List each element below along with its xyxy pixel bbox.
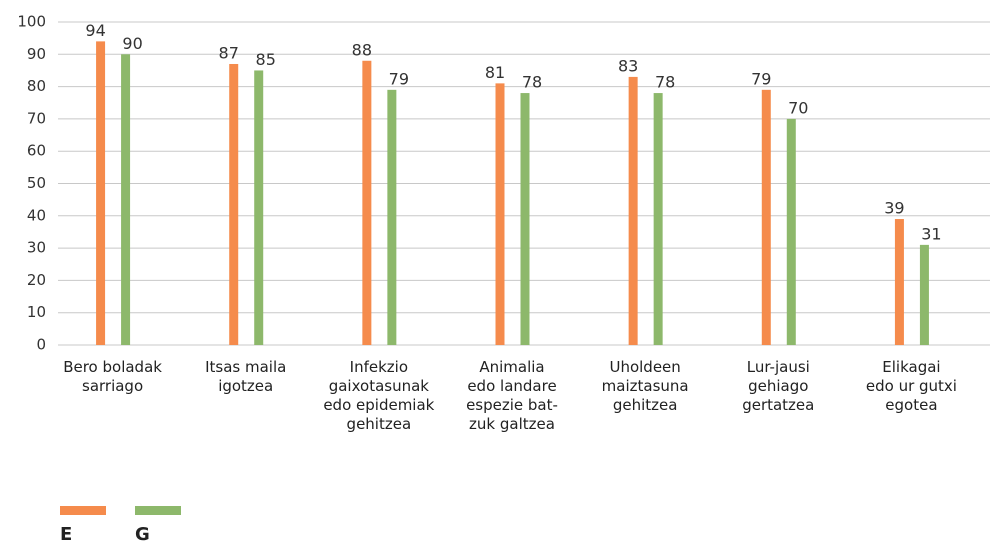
y-tick-label: 30 xyxy=(27,239,46,257)
x-tick-line: Elikagai xyxy=(882,358,940,376)
x-tick-line: zuk galtzea xyxy=(469,415,555,433)
x-tick-line: gertatzea xyxy=(742,396,814,414)
data-label: 31 xyxy=(921,224,941,243)
y-tick-label: 90 xyxy=(27,45,46,63)
y-tick-label: 10 xyxy=(27,303,46,321)
x-tick-line: gehiago xyxy=(748,377,808,395)
legend-label: E xyxy=(60,524,72,543)
bar xyxy=(362,60,372,345)
bar xyxy=(254,70,264,345)
bar xyxy=(786,118,796,346)
data-label: 90 xyxy=(122,34,142,53)
x-tick-line: Uholdeen xyxy=(609,358,680,376)
data-label: 88 xyxy=(352,40,372,59)
data-label: 85 xyxy=(256,50,276,69)
x-tick-line: gaixotasunak xyxy=(329,377,430,395)
y-tick-label: 80 xyxy=(27,77,46,95)
data-label: 83 xyxy=(618,56,638,75)
bar xyxy=(653,93,663,345)
y-tick-label: 50 xyxy=(27,174,46,192)
x-tick-line: igotzea xyxy=(218,377,273,395)
x-tick-line: Animalia xyxy=(479,358,544,376)
x-tick-line: edo epidemiak xyxy=(323,396,434,414)
x-tick-line: edo ur gutxi xyxy=(866,377,957,395)
data-label: 94 xyxy=(85,21,105,40)
bar xyxy=(894,219,904,345)
data-label: 79 xyxy=(751,69,771,88)
data-label: 70 xyxy=(788,98,808,117)
x-tick-label: Uholdeen maiztasuna gehitzea xyxy=(602,358,689,414)
bar xyxy=(229,63,239,346)
x-tick-line: espezie bat- xyxy=(466,396,558,414)
y-tick-label: 0 xyxy=(36,336,46,354)
y-tick-label: 70 xyxy=(27,109,46,127)
x-tick-label: Elikagai edo ur gutxi egotea xyxy=(866,358,957,414)
legend-label: G xyxy=(135,524,150,543)
x-tick-line: edo landare xyxy=(467,377,556,395)
y-tick-label: 20 xyxy=(27,271,46,289)
y-tick-label: 40 xyxy=(27,206,46,224)
data-label: 79 xyxy=(389,69,409,88)
bar xyxy=(919,244,929,345)
x-tick-line: Lur-jausi xyxy=(747,358,810,376)
x-tick-label: Infekzio gaixotasunak edo epidemiak gehitze… xyxy=(323,358,434,433)
x-tick-label: Itsas maila igotzea xyxy=(205,358,286,395)
bar xyxy=(761,89,771,345)
y-tick-label: 60 xyxy=(27,142,46,160)
x-tick-line: sarriago xyxy=(82,377,143,395)
x-tick-line: Itsas maila xyxy=(205,358,286,376)
bar xyxy=(628,76,638,345)
x-tick-label: Bero boladak sarriago xyxy=(63,358,162,395)
x-tick-line: gehitzea xyxy=(347,415,412,433)
bar xyxy=(121,54,131,346)
y-tick-label: 100 xyxy=(17,13,46,31)
bar xyxy=(96,41,106,345)
x-tick-label: Animalia edo landare espezie bat-zuk galtz… xyxy=(466,358,558,433)
data-label: 87 xyxy=(219,43,239,62)
data-label: 78 xyxy=(655,73,675,92)
bar xyxy=(387,89,397,345)
x-tick-label: Lur-jausi gehiago gertatzea xyxy=(742,358,814,414)
x-tick-line: Infekzio xyxy=(350,358,408,376)
bar xyxy=(495,83,505,346)
legend-swatch xyxy=(60,506,106,515)
legend-swatch xyxy=(135,506,181,515)
x-tick-line: gehitzea xyxy=(613,396,678,414)
x-tick-line: maiztasuna xyxy=(602,377,689,395)
data-label: 39 xyxy=(884,199,904,218)
x-tick-line: egotea xyxy=(885,396,937,414)
bar xyxy=(520,93,530,345)
x-tick-line: Bero boladak xyxy=(63,358,162,376)
data-label: 81 xyxy=(485,63,505,82)
data-label: 78 xyxy=(522,73,542,92)
